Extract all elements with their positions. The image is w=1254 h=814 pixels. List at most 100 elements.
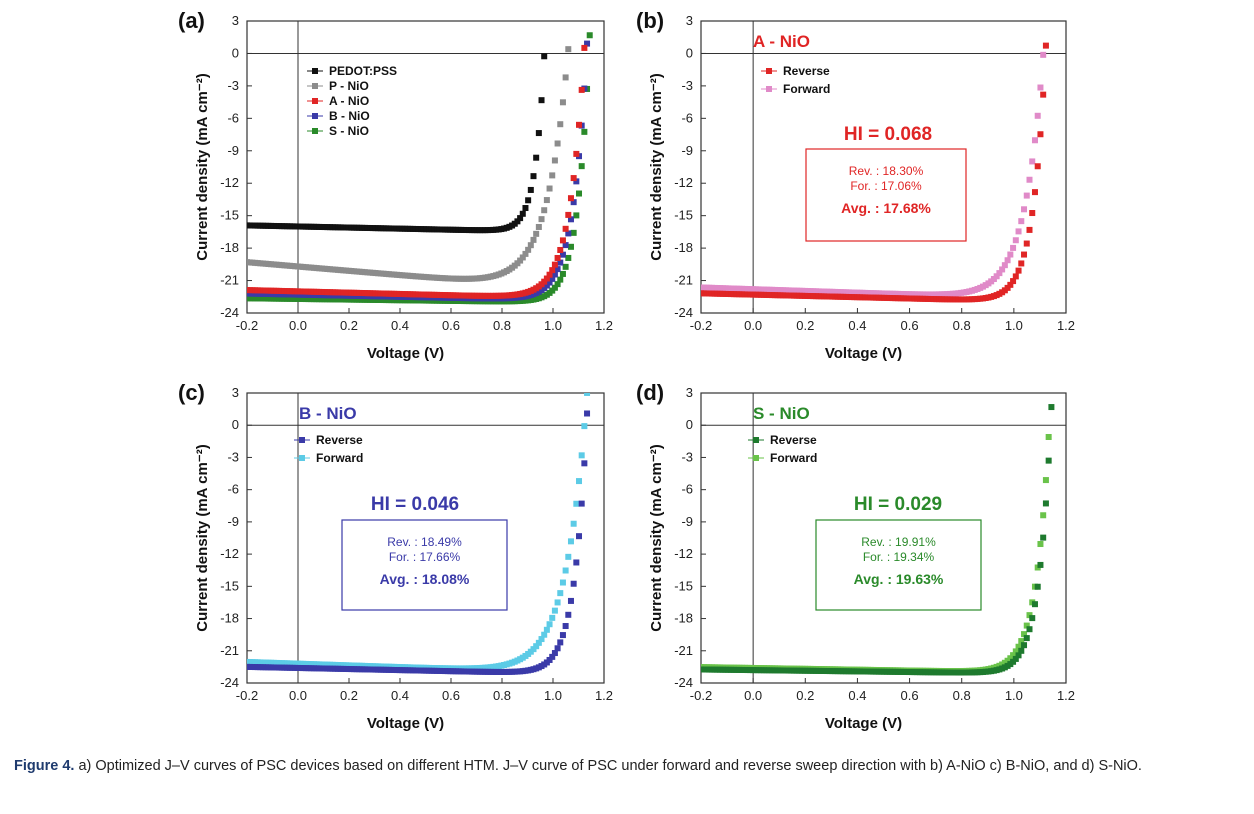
data-point [1015,267,1022,274]
panel-a-y-tick-label: -12 [220,175,239,190]
panel-c-x-tick-label: 0.6 [442,688,460,703]
data-point [549,653,556,660]
panel-d-legend-entry: Reverse [748,433,817,447]
panel-b-y-axis-title: Current density (mA cm⁻²) [648,73,665,260]
panel-b-pce-reverse: Rev. : 18.30% [849,164,924,178]
panel-a-x-tick-label: -0.2 [236,318,258,333]
data-point [514,218,521,225]
data-point [1021,206,1028,213]
panel-b-y-tick-label: -6 [681,110,693,125]
panel-a-series-pedot-pss [247,53,548,234]
legend-marker [312,68,318,74]
panel-c-pce-forward: For. : 17.66% [389,550,461,564]
data-point [549,267,556,274]
panel-b-plot-frame [700,20,1067,314]
data-point [576,478,583,485]
legend-label: Reverse [783,64,830,78]
panel-d-hysteresis-index: HI = 0.029 [854,494,942,515]
legend-label: A - NiO [329,94,369,108]
data-point [1023,635,1030,642]
panel-d-y-tick-label: -24 [674,675,693,690]
data-point [543,626,550,633]
data-point [519,210,526,217]
data-point [543,197,550,204]
panel-c-x-tick-label: 0.4 [391,688,409,703]
data-point [578,500,585,507]
panel-d-x-tick-label: 0.4 [848,688,866,703]
panel-c-x-tick-label: 0.2 [340,688,358,703]
panel-b-title: A - NiO [753,32,810,51]
data-point [567,538,574,545]
data-point [554,645,561,652]
panel-d-y-tick-label: -12 [674,546,693,561]
data-point [570,229,577,236]
panel-b-x-tick-label: -0.2 [690,318,712,333]
data-point [586,32,593,39]
data-point [1045,457,1052,464]
data-point [562,242,569,249]
panel-b-y-tick-label: -21 [674,273,693,288]
data-point [557,121,564,128]
panel-d-y-tick-label: -6 [681,482,693,497]
panel-a-x-tick-label: 0.2 [340,318,358,333]
panel-c-x-axis-title: Voltage (V) [367,715,444,732]
panel-a-y-tick-label: 3 [232,13,239,28]
data-point [567,243,574,250]
data-point [535,130,542,137]
legend-marker [766,86,772,92]
data-point [546,656,553,663]
data-point [581,128,588,135]
data-point [567,195,574,202]
data-point [1034,583,1041,590]
legend-label: PEDOT:PSS [329,64,397,78]
data-point [1045,433,1052,440]
panel-d: -0.2 0.0 0.2 0.4 0.6 0.8 1.0 1.2 3 0 -3 -6 -9 -12 -15 -… [636,380,1075,732]
panel-c: -0.2 0.0 0.2 0.4 0.6 0.8 1.0 1.2 3 0 -3 -6 -9 -12 -15 -… [178,380,613,732]
panel-a-y-tick-label: -18 [220,240,239,255]
legend-label: Forward [316,451,363,465]
data-point [1037,131,1044,138]
data-point [573,178,580,185]
data-point [1015,652,1022,659]
data-point [562,74,569,81]
data-point [584,393,591,396]
panel-d-pce-average: Avg. : 19.63% [854,571,944,587]
data-point [551,261,558,268]
data-point [559,632,566,639]
data-point [559,579,566,586]
data-point [549,614,556,621]
data-point [546,279,553,286]
data-point [1023,192,1030,199]
panel-c-pce-box [341,519,508,611]
data-point [1037,541,1044,548]
panel-c-label: (c) [178,380,205,405]
panel-d-x-tick-label: 0.0 [744,688,762,703]
panel-a-legend-entry: P - NiO [307,79,369,93]
panel-b-x-tick-label: 0.0 [744,318,762,333]
data-point [551,271,558,278]
panel-c-plot-frame [246,392,605,684]
data-point [581,423,588,430]
data-point [538,636,545,643]
data-point [1007,655,1014,662]
data-point [570,199,577,206]
panel-c-y-tick-label: 0 [232,417,239,432]
panel-b-y-tick-label: -9 [681,143,693,158]
panel-b-x-tick-label: 0.8 [953,318,971,333]
data-point [1031,601,1038,608]
data-point [1031,189,1038,196]
panel-d-y-tick-label: -18 [674,611,693,626]
panel-a-legend-entry: B - NiO [307,109,370,123]
data-point [1026,226,1033,233]
panel-c-y-axis-title: Current density (mA cm⁻²) [194,444,211,631]
data-point [573,559,580,566]
panel-c-y-tick-label: -9 [227,514,239,529]
legend-marker [299,455,305,461]
data-point [1012,648,1019,655]
panel-b-y-tick-label: -3 [681,78,693,93]
panel-c-y-tick-label: -3 [227,449,239,464]
panel-a-label: (a) [178,8,205,33]
legend-label: B - NiO [329,109,370,123]
data-point [522,205,529,212]
panel-d-x-tick-label: 0.8 [953,688,971,703]
